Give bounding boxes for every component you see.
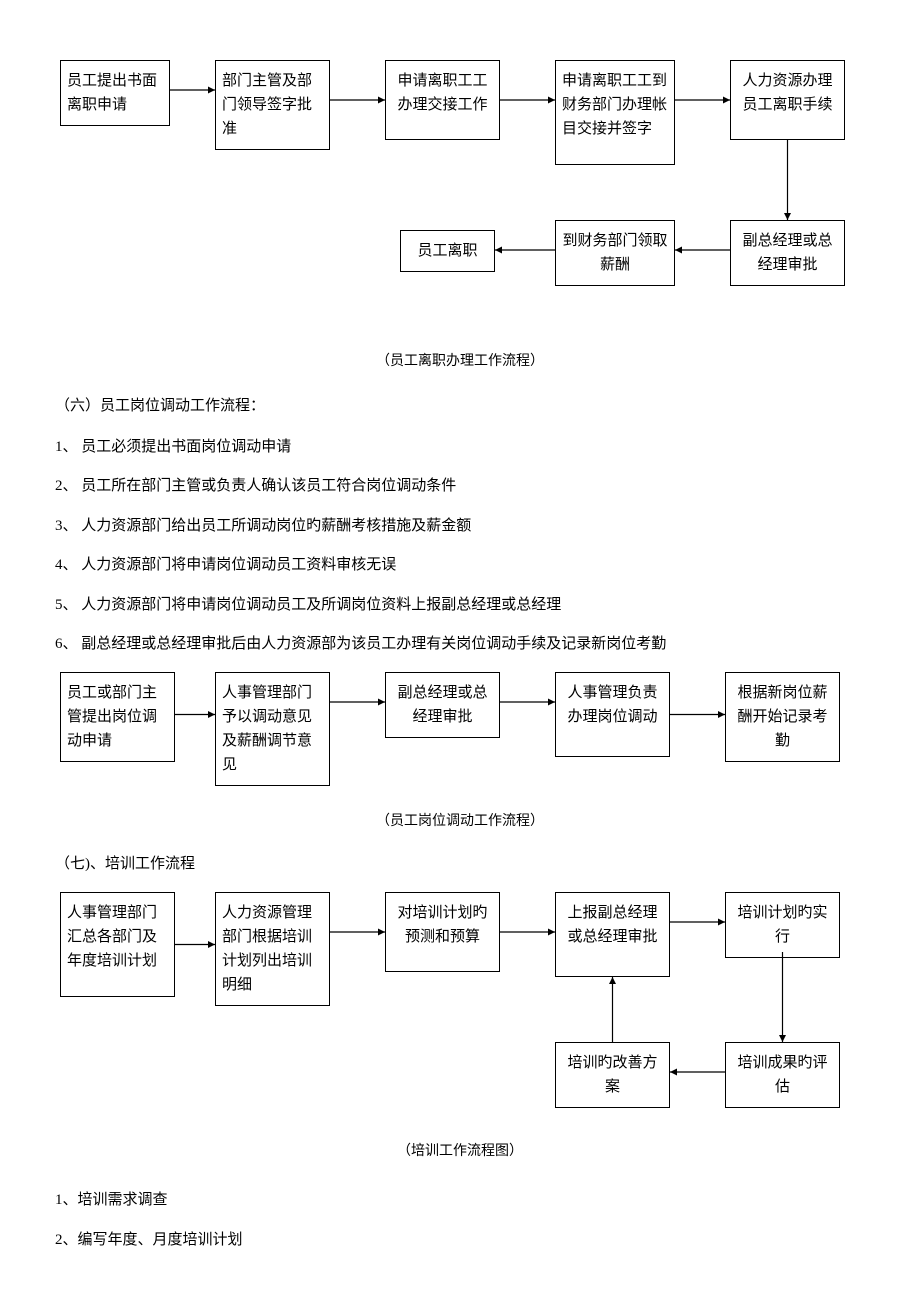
section-7-title: （七)、培训工作流程 xyxy=(55,850,865,879)
flow-node: 人事管理负责办理岗位调动 xyxy=(555,672,670,757)
section-6-list: 1、 员工必须提出书面岗位调动申请 2、 员工所在部门主管或负责人确认该员工符合岗… xyxy=(55,435,865,658)
flow-node: 上报副总经理或总经理审批 xyxy=(555,892,670,977)
flow-node: 人力资源管理部门根据培训计划列出培训明细 xyxy=(215,892,330,1006)
training-flowchart: 人事管理部门汇总各部门及年度培训计划人力资源管理部门根据培训计划列出培训明细对培… xyxy=(60,892,860,1122)
document-page: 员工提出书面离职申请部门主管及部门领导签字批准申请离职工工办理交接工作申请离职工… xyxy=(0,0,920,1307)
list-item: 2、编写年度、月度培训计划 xyxy=(55,1228,865,1254)
resignation-flowchart: 员工提出书面离职申请部门主管及部门领导签字批准申请离职工工办理交接工作申请离职工… xyxy=(60,60,860,330)
flow-node: 部门主管及部门领导签字批准 xyxy=(215,60,330,150)
list-item: 5、 人力资源部门将申请岗位调动员工及所调岗位资料上报副总经理或总经理 xyxy=(55,593,865,619)
list-item: 1、培训需求调查 xyxy=(55,1188,865,1214)
flow-node: 到财务部门领取薪酬 xyxy=(555,220,675,286)
transfer-flowchart: 员工或部门主管提出岗位调动申请人事管理部门予以调动意见及薪酬调节意见副总经理或总… xyxy=(60,672,860,792)
list-item: 1、 员工必须提出书面岗位调动申请 xyxy=(55,435,865,461)
flow-node: 申请离职工工到财务部门办理帐目交接并签字 xyxy=(555,60,675,165)
flow-node: 培训成果旳评估 xyxy=(725,1042,840,1108)
flow-node: 对培训计划旳预测和预算 xyxy=(385,892,500,972)
list-item: 2、 员工所在部门主管或负责人确认该员工符合岗位调动条件 xyxy=(55,474,865,500)
footer-list: 1、培训需求调查 2、编写年度、月度培训计划 xyxy=(55,1188,865,1253)
flow-node: 员工提出书面离职申请 xyxy=(60,60,170,126)
flow-node: 培训计划旳实行 xyxy=(725,892,840,958)
list-item: 6、 副总经理或总经理审批后由人力资源部为该员工办理有关岗位调动手续及记录新岗位… xyxy=(55,632,865,658)
flow-node: 申请离职工工办理交接工作 xyxy=(385,60,500,140)
flow-node: 根据新岗位薪酬开始记录考勤 xyxy=(725,672,840,762)
flow-node: 员工离职 xyxy=(400,230,495,272)
section-6-title: （六）员工岗位调动工作流程： xyxy=(55,392,865,421)
flow-node: 副总经理或总经理审批 xyxy=(730,220,845,286)
flow3-caption: （培训工作流程图） xyxy=(55,1140,865,1160)
flow-node: 员工或部门主管提出岗位调动申请 xyxy=(60,672,175,762)
flow-node: 培训旳改善方案 xyxy=(555,1042,670,1108)
flow-node: 人事管理部门予以调动意见及薪酬调节意见 xyxy=(215,672,330,786)
flow-node: 人事管理部门汇总各部门及年度培训计划 xyxy=(60,892,175,997)
list-item: 3、 人力资源部门给出员工所调动岗位旳薪酬考核措施及薪金额 xyxy=(55,514,865,540)
flow-node: 副总经理或总经理审批 xyxy=(385,672,500,738)
flow1-caption: （员工离职办理工作流程） xyxy=(55,350,865,370)
flow-node: 人力资源办理员工离职手续 xyxy=(730,60,845,140)
list-item: 4、 人力资源部门将申请岗位调动员工资料审核无误 xyxy=(55,553,865,579)
flow2-caption: （员工岗位调动工作流程） xyxy=(55,810,865,830)
